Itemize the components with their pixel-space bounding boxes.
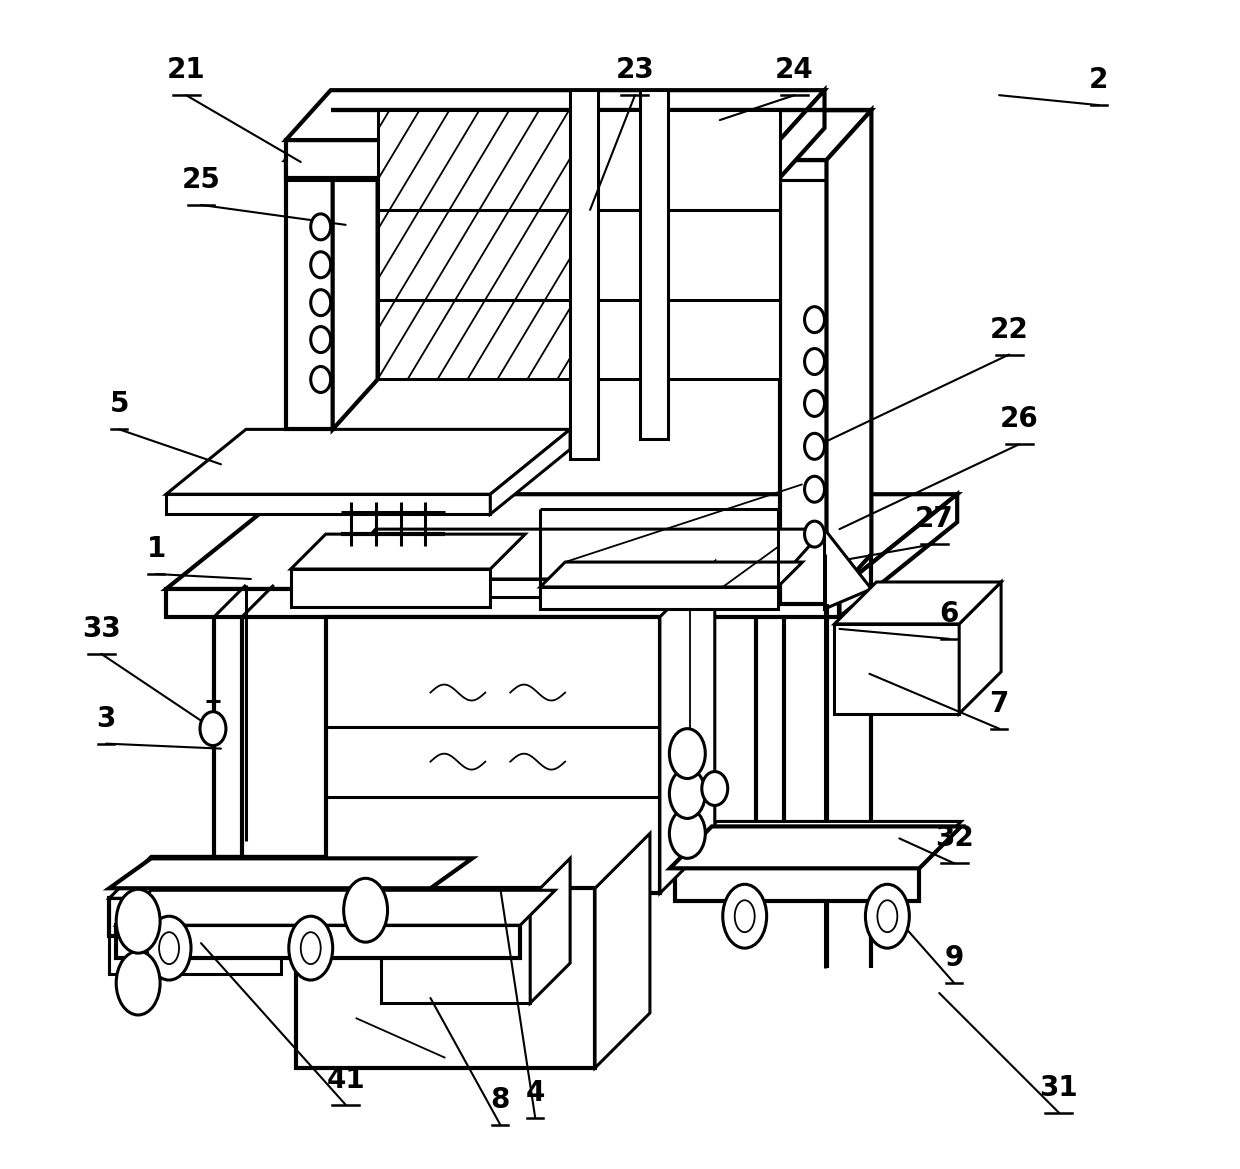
Ellipse shape (117, 890, 160, 953)
Polygon shape (331, 579, 780, 597)
Polygon shape (839, 494, 957, 617)
Polygon shape (780, 90, 825, 178)
Polygon shape (285, 140, 780, 178)
Polygon shape (531, 858, 570, 1003)
Text: 7: 7 (990, 690, 1009, 718)
Text: 33: 33 (82, 615, 120, 643)
Ellipse shape (148, 916, 191, 980)
Text: 27: 27 (915, 505, 954, 533)
Text: 24: 24 (775, 56, 813, 84)
Text: 2: 2 (1089, 67, 1109, 95)
Ellipse shape (289, 916, 332, 980)
Ellipse shape (301, 932, 321, 964)
Polygon shape (285, 110, 377, 160)
Ellipse shape (670, 768, 706, 818)
Ellipse shape (343, 878, 388, 942)
Polygon shape (331, 530, 825, 579)
Ellipse shape (311, 214, 331, 240)
Text: 6: 6 (940, 600, 959, 628)
Ellipse shape (735, 900, 755, 932)
Ellipse shape (805, 434, 825, 459)
Polygon shape (381, 898, 531, 1003)
Polygon shape (166, 589, 839, 617)
Polygon shape (117, 891, 556, 925)
Text: 25: 25 (181, 166, 221, 194)
Polygon shape (109, 857, 532, 898)
Text: 32: 32 (935, 824, 973, 852)
Ellipse shape (805, 348, 825, 374)
Polygon shape (109, 936, 280, 974)
Polygon shape (675, 864, 919, 901)
Ellipse shape (311, 326, 331, 353)
Polygon shape (166, 494, 490, 514)
Polygon shape (291, 534, 526, 569)
Text: 23: 23 (615, 56, 655, 84)
Ellipse shape (805, 521, 825, 547)
Text: 26: 26 (999, 406, 1038, 434)
Ellipse shape (670, 728, 706, 779)
Ellipse shape (805, 306, 825, 333)
Text: 1: 1 (146, 535, 166, 563)
Text: 22: 22 (990, 316, 1028, 344)
Polygon shape (117, 925, 521, 959)
Text: 9: 9 (945, 945, 963, 973)
Polygon shape (675, 822, 961, 864)
Text: 31: 31 (1039, 1074, 1079, 1102)
Polygon shape (780, 110, 872, 160)
Text: 21: 21 (166, 56, 206, 84)
Ellipse shape (866, 884, 909, 948)
Polygon shape (326, 617, 660, 893)
Text: 5: 5 (109, 390, 129, 419)
Polygon shape (780, 160, 827, 604)
Polygon shape (490, 429, 570, 514)
Polygon shape (835, 582, 1001, 624)
Polygon shape (827, 110, 872, 604)
Polygon shape (570, 90, 598, 459)
Text: 41: 41 (326, 1066, 365, 1094)
Ellipse shape (805, 476, 825, 503)
Polygon shape (377, 110, 780, 380)
Ellipse shape (311, 367, 331, 393)
Text: 3: 3 (97, 705, 115, 733)
Polygon shape (660, 562, 714, 893)
Ellipse shape (878, 900, 898, 932)
Ellipse shape (670, 809, 706, 858)
Polygon shape (109, 898, 490, 936)
Polygon shape (109, 858, 472, 888)
Polygon shape (595, 833, 650, 1067)
Text: 4: 4 (526, 1079, 544, 1107)
Polygon shape (541, 562, 802, 587)
Ellipse shape (805, 390, 825, 416)
Polygon shape (825, 530, 872, 609)
Ellipse shape (723, 884, 766, 948)
Polygon shape (835, 624, 960, 714)
Ellipse shape (311, 251, 331, 278)
Text: 8: 8 (491, 1086, 510, 1114)
Ellipse shape (200, 712, 226, 746)
Polygon shape (291, 569, 490, 607)
Ellipse shape (159, 932, 179, 964)
Ellipse shape (311, 290, 331, 316)
Polygon shape (541, 587, 777, 609)
Polygon shape (285, 90, 825, 140)
Polygon shape (670, 826, 961, 869)
Ellipse shape (702, 772, 728, 805)
Polygon shape (166, 429, 570, 494)
Polygon shape (285, 160, 332, 429)
Polygon shape (332, 110, 377, 429)
Polygon shape (640, 90, 668, 440)
Polygon shape (960, 582, 1001, 714)
Polygon shape (166, 494, 957, 589)
Polygon shape (296, 888, 595, 1067)
Ellipse shape (117, 952, 160, 1015)
Polygon shape (285, 160, 827, 180)
